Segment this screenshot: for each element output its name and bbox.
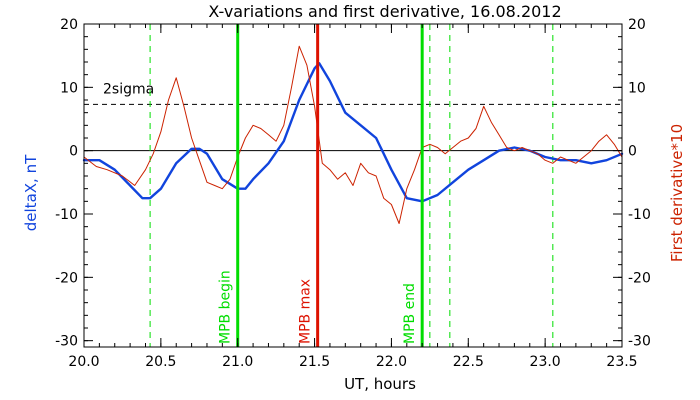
y-tick-label-left: -20 [55,270,78,286]
y-tick-label-right: 0 [628,144,637,160]
x-tick-label: 20.0 [68,354,99,370]
threshold-label: 2sigma [103,81,154,97]
y-axis-label-right: First derivative*10 [668,124,686,262]
mpb-end-label: MPB end [402,283,418,344]
x-tick-label: 22.0 [376,354,407,370]
plot-frame [83,23,623,348]
y-tick-label-right: -10 [628,207,651,223]
y-axis-label-left: deltaX, nT [22,154,40,231]
derivative-series-line [83,45,623,224]
x-tick-label: 21.0 [222,354,253,370]
mpb-begin-label: MPB begin [218,270,234,344]
y-tick-label-right: -20 [628,270,651,286]
x-tick-label: 23.5 [606,354,637,370]
x-tick-label: 23.0 [530,354,561,370]
y-tick-label-left: -10 [55,207,78,223]
y-tick-label-left: -30 [55,334,78,350]
mpb-max-label: MPB max [298,279,314,344]
x-tick-label: 21.5 [299,354,330,370]
y-tick-label-left: 20 [60,17,78,33]
chart-title: X-variations and first derivative, 16.08… [208,2,561,21]
x-axis-label: UT, hours [344,375,416,393]
y-tick-label-right: -30 [628,334,651,350]
x-tick-label: 22.5 [453,354,484,370]
y-tick-label-right: 20 [628,17,646,33]
x-tick-label: 20.5 [145,354,176,370]
deltax-series-line [82,62,624,203]
y-tick-label-left: 0 [69,144,78,160]
y-tick-label-left: 10 [60,80,78,96]
y-tick-label-right: 10 [628,80,646,96]
